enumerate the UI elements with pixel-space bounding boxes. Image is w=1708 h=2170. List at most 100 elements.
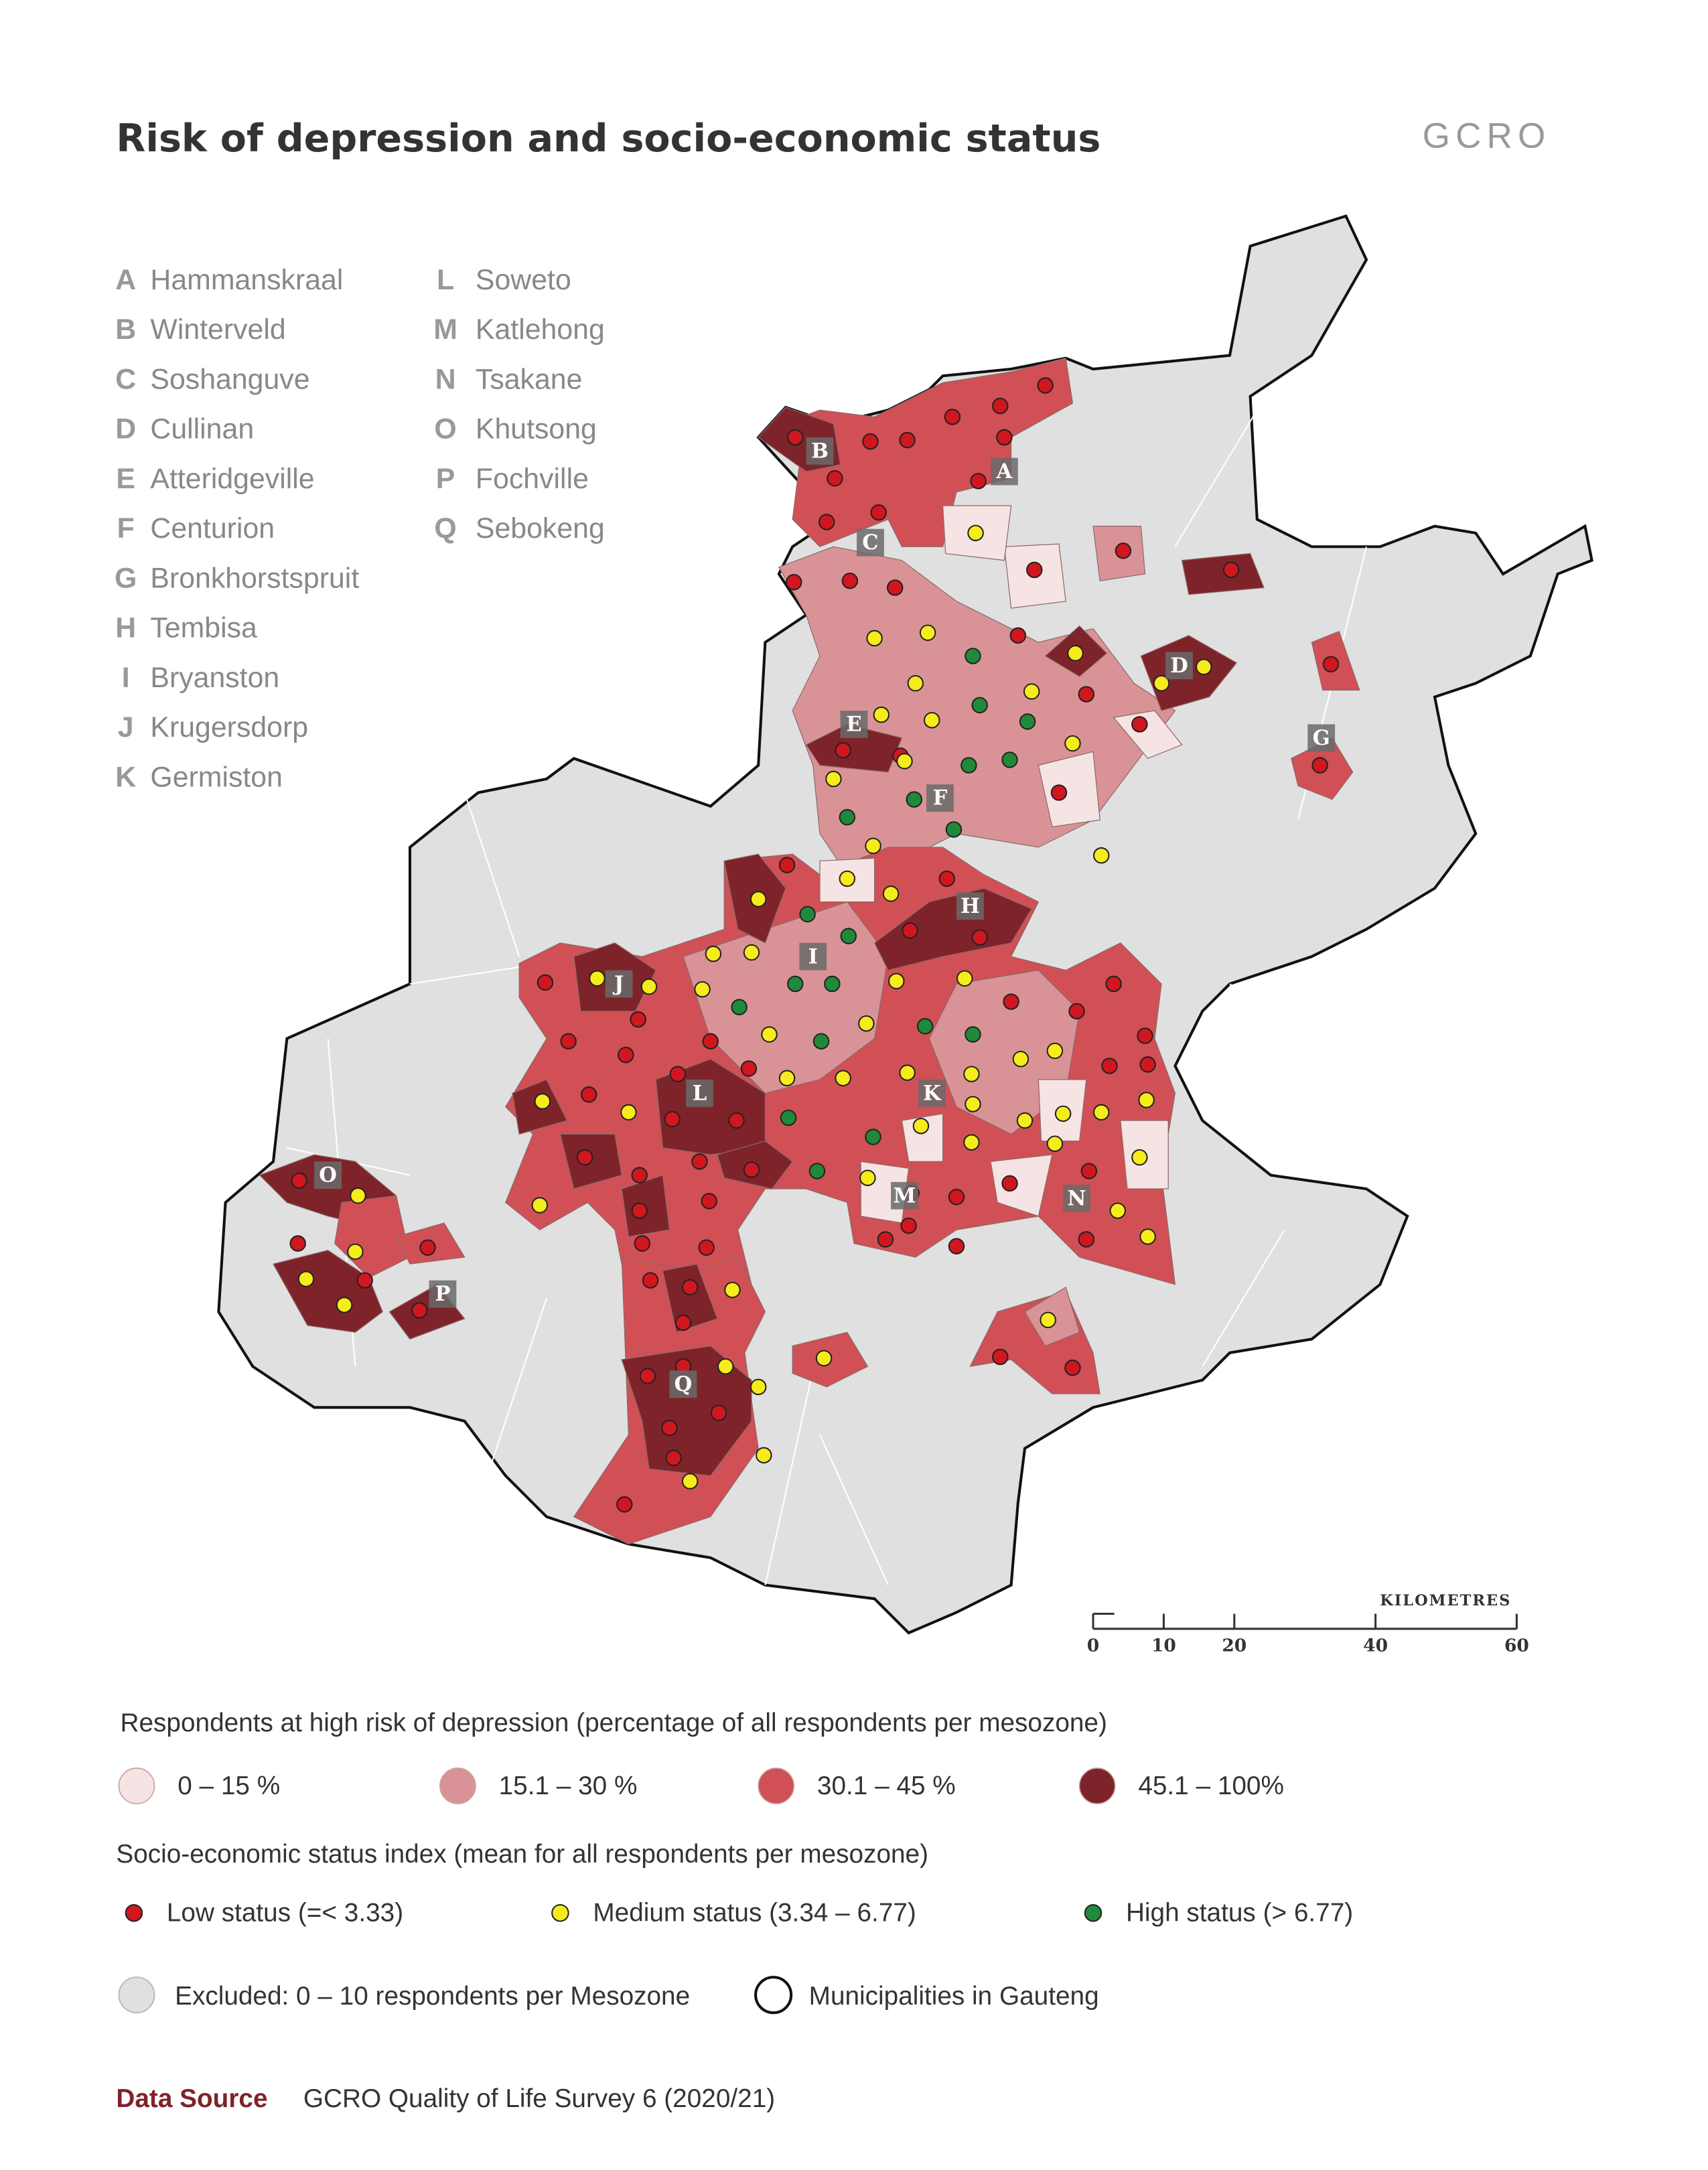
status-dot [717, 1358, 734, 1375]
status-dot [630, 1011, 646, 1028]
place-name: Tsakane [476, 363, 583, 395]
status-dot [576, 1149, 593, 1166]
place-name: Centurion [150, 512, 275, 545]
status-label: Low status (=< 3.33) [167, 1899, 403, 1928]
marker-letter: P [435, 1282, 450, 1306]
status-dot [1080, 1163, 1098, 1179]
status-dot [761, 1026, 778, 1043]
status-dot [1023, 683, 1040, 700]
status-dot [616, 1496, 633, 1513]
status-swatch [1084, 1903, 1102, 1922]
status-dot [965, 1096, 981, 1112]
status-dot [906, 791, 922, 808]
marker-box [926, 784, 954, 812]
status-dot [634, 1235, 651, 1252]
excluded-swatch [118, 1976, 155, 2014]
status-dot [870, 504, 887, 521]
status-dot [899, 431, 916, 449]
status-dot [960, 757, 977, 774]
status-dot [840, 928, 857, 944]
place-letter: I [122, 662, 130, 694]
status-dot [1003, 993, 1019, 1010]
place-name: Soshanguve [150, 363, 309, 395]
status-dot [900, 1217, 917, 1234]
status-dot [681, 1279, 699, 1296]
scale-tick-label: 20 [1222, 1635, 1247, 1656]
scale-tick-label: 10 [1151, 1635, 1176, 1656]
status-swatch [551, 1903, 569, 1922]
status-label: Medium status (3.34 – 6.77) [593, 1899, 916, 1928]
status-dot [1019, 713, 1036, 730]
status-dot [948, 1189, 965, 1206]
status-dot [907, 675, 924, 692]
marker-letter: J [612, 972, 624, 996]
status-dot [1322, 656, 1340, 672]
status-dot [702, 1033, 719, 1050]
municipality-label: Municipalities in Gauteng [809, 1982, 1099, 2011]
status-dot [808, 1163, 826, 1179]
marker-box [956, 892, 984, 920]
status-dot [787, 429, 804, 446]
status-dot [1050, 784, 1068, 801]
marker-box [314, 1161, 342, 1189]
status-dot [866, 630, 883, 647]
marker-box [1063, 1184, 1090, 1212]
status-dot [705, 945, 722, 962]
source-text: GCRO Quality of Life Survey 6 (2020/21) [303, 2084, 775, 2113]
status-dot [336, 1297, 353, 1313]
status-dot [1054, 1105, 1072, 1123]
risk-label: 0 – 15 % [177, 1771, 280, 1800]
status-dot [965, 1026, 981, 1043]
status-dot [674, 1314, 692, 1331]
status-dot [347, 1243, 364, 1260]
status-dot [743, 1161, 760, 1178]
place-list: A Hammanskraal B Winterveld C Soshanguve D Cull… [115, 264, 605, 794]
status-dot [1093, 847, 1110, 864]
marker-box [806, 437, 834, 465]
place-letter: A [115, 264, 136, 296]
status-dot [631, 1202, 648, 1219]
place-letter: F [117, 512, 135, 545]
status-label: High status (> 6.77) [1126, 1899, 1353, 1928]
status-dot [912, 1117, 930, 1135]
status-dot [1139, 1056, 1156, 1073]
status-dot [639, 1368, 656, 1384]
marker-letter: G [1313, 726, 1330, 750]
place-name: Atteridgeville [150, 463, 314, 495]
status-dot [724, 1281, 741, 1299]
place-name: Bronkhorstspruit [150, 562, 359, 594]
risk-swatch [118, 1767, 155, 1804]
status-dot [971, 697, 988, 714]
status-dot [992, 1348, 1009, 1366]
status-dot [731, 999, 748, 1015]
status-dot [882, 885, 900, 902]
status-dot [858, 1015, 875, 1032]
status-dot [691, 1153, 708, 1170]
status-dot [967, 524, 984, 542]
marker-letter: Q [674, 1372, 693, 1396]
status-dot [924, 712, 940, 729]
marker-letter: H [960, 894, 980, 918]
status-dot [877, 1231, 894, 1248]
status-dot [356, 1272, 373, 1289]
status-dot [859, 1169, 876, 1186]
status-dot [886, 579, 904, 596]
marker-box [429, 1280, 457, 1308]
marker-box [605, 970, 633, 998]
status-dot [965, 648, 981, 664]
legend: Respondents at high risk of depression (… [116, 1709, 1353, 2015]
place-letter: C [115, 363, 136, 395]
status-dot [786, 574, 802, 591]
status-dot [664, 1110, 681, 1128]
status-dot [1001, 1175, 1018, 1192]
status-dot [945, 821, 963, 838]
place-letter: Q [434, 512, 456, 545]
status-dot [1016, 1112, 1034, 1129]
place-name: Hammanskraal [150, 264, 343, 296]
status-dot [835, 741, 851, 759]
status-dot [640, 978, 658, 995]
status-dot [992, 397, 1009, 415]
status-dot [841, 573, 859, 589]
status-dot [620, 1104, 637, 1121]
